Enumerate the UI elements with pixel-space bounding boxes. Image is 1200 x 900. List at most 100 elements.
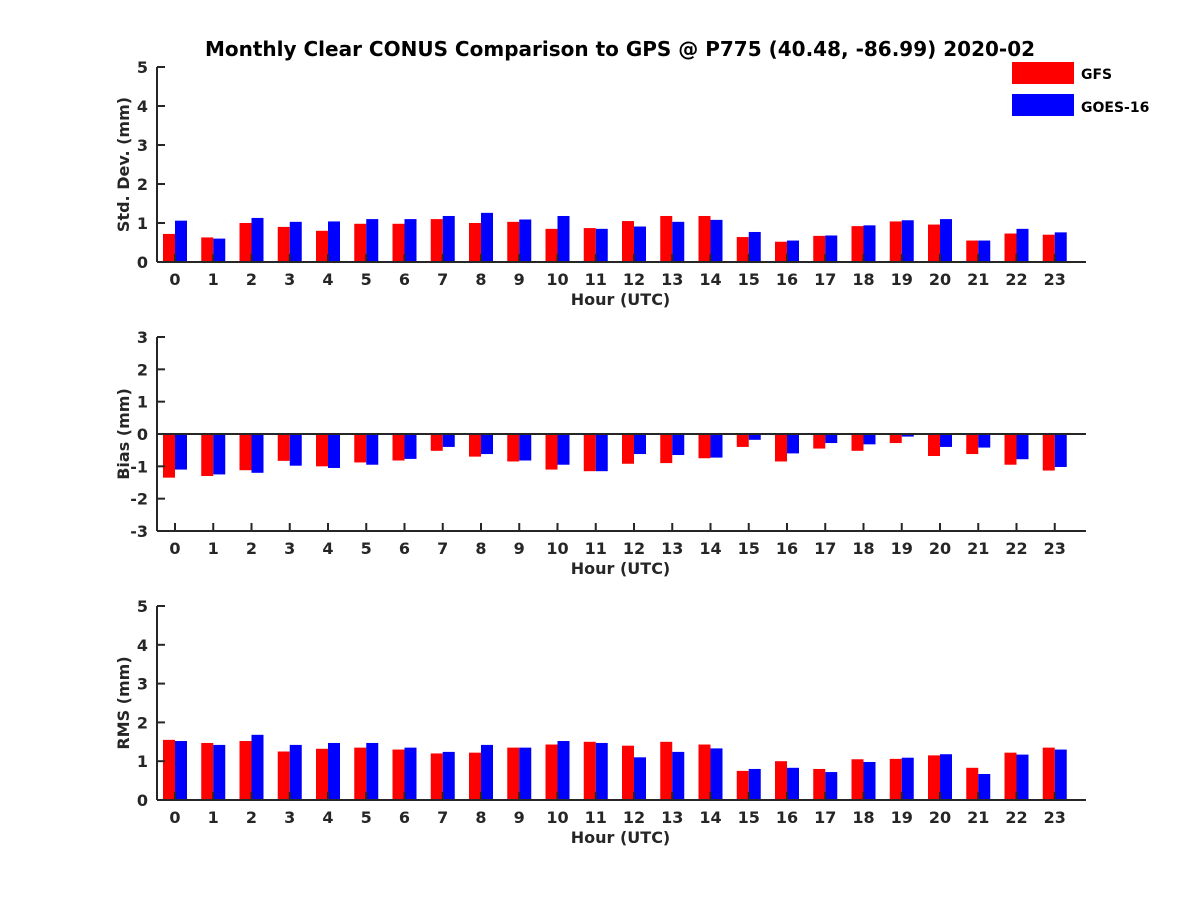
bar-gfs-hour-10 [545, 228, 558, 262]
x-tick-label: 23 [1044, 808, 1066, 827]
x-tick-label: 14 [699, 270, 721, 289]
x-tick-label: 3 [284, 539, 295, 558]
bar-goes16-hour-13 [672, 434, 685, 456]
x-tick-label: 3 [284, 808, 295, 827]
x-tick-label: 13 [661, 808, 683, 827]
y-tick-label: 1 [137, 393, 148, 412]
bar-goes16-hour-19 [901, 434, 914, 437]
x-tick-label: 2 [246, 808, 257, 827]
bar-gfs-hour-22 [1004, 233, 1017, 262]
bar-gfs-hour-12 [622, 221, 634, 262]
x-tick-label: 14 [699, 808, 721, 827]
bar-gfs-hour-19 [889, 434, 902, 444]
bar-gfs-hour-2 [239, 434, 252, 471]
x-tick-label: 19 [891, 808, 913, 827]
bar-gfs-hour-3 [277, 434, 290, 461]
x-tick-label: 1 [208, 539, 219, 558]
bar-gfs-hour-6 [392, 434, 405, 461]
bar-gfs-hour-9 [507, 747, 520, 800]
x-tick-label: 6 [399, 808, 410, 827]
y-tick-label: 2 [137, 713, 148, 732]
bar-gfs-hour-13 [660, 434, 673, 464]
x-tick-label: 0 [169, 539, 180, 558]
bar-goes16-hour-6 [404, 219, 417, 262]
x-tick-label: 8 [475, 270, 486, 289]
bar-gfs-hour-21 [966, 767, 979, 800]
bar-gfs-hour-15 [736, 237, 749, 262]
bar-goes16-hour-6 [404, 747, 417, 800]
bar-gfs-hour-13 [660, 741, 673, 800]
bar-gfs-hour-15 [736, 770, 749, 800]
bar-goes16-hour-1 [213, 434, 226, 475]
bar-gfs-hour-21 [966, 434, 979, 455]
bar-gfs-hour-11 [583, 228, 596, 262]
x-tick-label: 2 [246, 270, 257, 289]
bar-goes16-hour-19 [901, 757, 914, 800]
bar-goes16-hour-2 [251, 434, 264, 473]
bar-gfs-hour-5 [354, 223, 367, 262]
x-tick-label: 16 [776, 270, 798, 289]
bar-goes16-hour-8 [481, 212, 493, 262]
bar-goes16-hour-11 [595, 228, 608, 262]
bar-gfs-hour-13 [660, 215, 673, 262]
x-tick-label: 12 [623, 808, 645, 827]
x-tick-label: 22 [1005, 808, 1027, 827]
x-tick-label: 11 [585, 539, 607, 558]
y-tick-label: -2 [130, 490, 148, 509]
bar-goes16-hour-9 [519, 219, 532, 262]
bar-gfs-hour-10 [545, 434, 558, 470]
bar-gfs-hour-16 [775, 761, 787, 800]
bar-goes16-hour-12 [634, 226, 646, 262]
x-tick-label: 19 [891, 539, 913, 558]
bar-gfs-hour-19 [889, 221, 902, 262]
bar-goes16-hour-16 [787, 767, 799, 800]
bar-gfs-hour-14 [698, 434, 711, 459]
x-tick-label: 1 [208, 270, 219, 289]
bar-goes16-hour-17 [825, 235, 838, 262]
x-tick-label: 7 [437, 270, 448, 289]
legend-swatch-gfs [1012, 62, 1074, 84]
x-tick-label: 11 [585, 270, 607, 289]
bar-gfs-hour-9 [507, 221, 520, 262]
x-tick-label: 8 [475, 808, 486, 827]
y-tick-label: 4 [137, 636, 148, 655]
bar-gfs-hour-10 [545, 744, 558, 800]
bar-goes16-hour-9 [519, 434, 532, 461]
bar-gfs-hour-0 [163, 739, 175, 800]
bar-goes16-hour-0 [175, 220, 187, 262]
bar-gfs-hour-18 [851, 759, 864, 800]
bar-goes16-hour-12 [634, 434, 646, 455]
bar-goes16-hour-7 [442, 434, 455, 447]
bar-goes16-hour-3 [289, 744, 302, 800]
bar-gfs-hour-16 [775, 434, 787, 462]
bar-gfs-hour-7 [430, 434, 443, 451]
x-tick-label: 15 [738, 808, 760, 827]
bar-goes16-hour-23 [1054, 434, 1067, 467]
x-tick-label: 23 [1044, 539, 1066, 558]
bar-goes16-hour-14 [710, 219, 723, 262]
bar-goes16-hour-15 [748, 768, 761, 800]
x-axis-label: Hour (UTC) [571, 559, 671, 578]
x-tick-label: 16 [776, 808, 798, 827]
bar-gfs-hour-23 [1042, 434, 1055, 471]
bar-gfs-hour-22 [1004, 434, 1017, 465]
bar-gfs-hour-12 [622, 745, 634, 800]
bar-gfs-hour-4 [316, 434, 328, 467]
x-tick-label: 13 [661, 270, 683, 289]
bar-gfs-hour-1 [201, 434, 214, 477]
bar-goes16-hour-15 [748, 231, 761, 262]
x-tick-label: 20 [929, 270, 951, 289]
legend-label-gfs: GFS [1081, 67, 1112, 83]
bar-gfs-hour-2 [239, 741, 252, 800]
bar-goes16-hour-7 [442, 215, 455, 262]
bar-goes16-hour-10 [557, 434, 570, 465]
x-tick-label: 6 [399, 270, 410, 289]
bar-goes16-hour-22 [1016, 228, 1029, 262]
bar-goes16-hour-20 [940, 219, 952, 262]
y-tick-label: 3 [137, 675, 148, 694]
bar-goes16-hour-3 [289, 434, 302, 466]
bar-goes16-hour-16 [787, 434, 799, 454]
bar-gfs-hour-1 [201, 237, 214, 262]
x-tick-label: 9 [514, 808, 525, 827]
x-tick-label: 21 [967, 539, 989, 558]
